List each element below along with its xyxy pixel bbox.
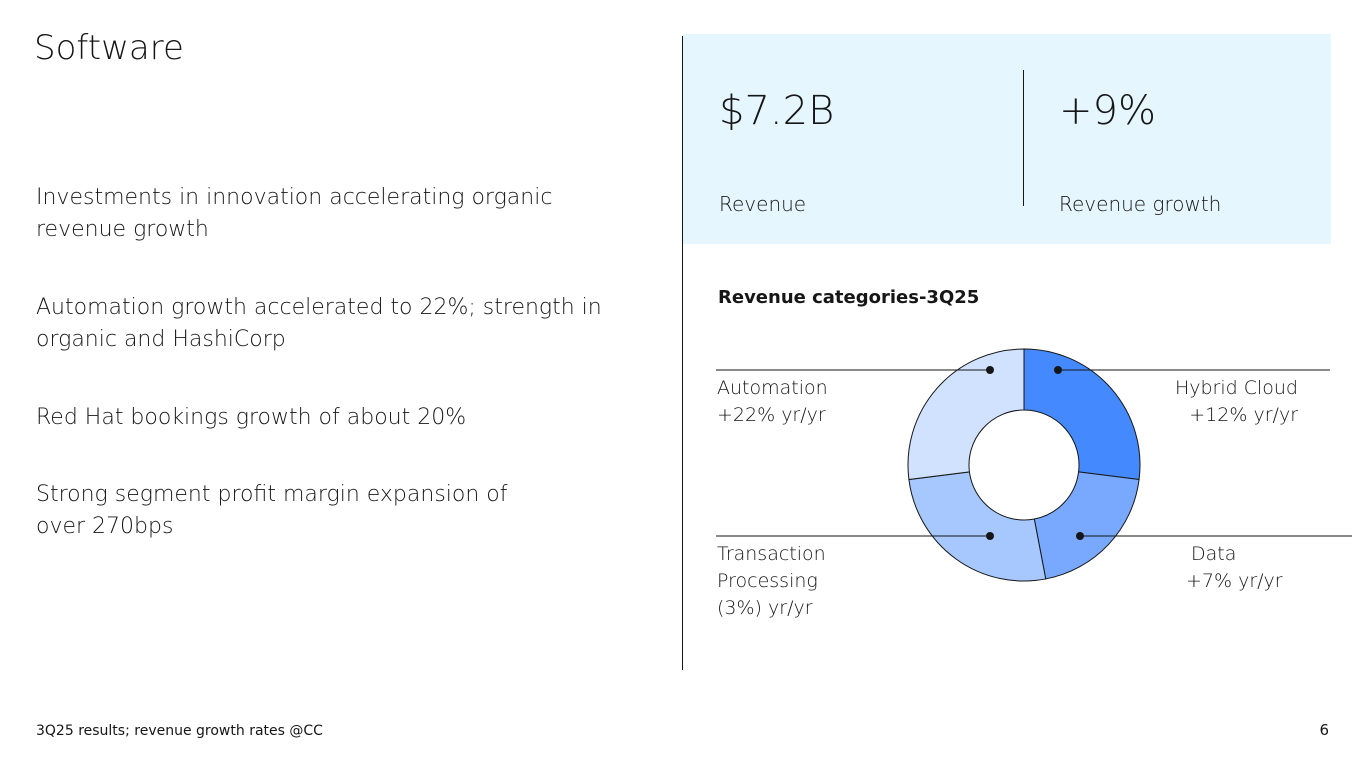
slice-transaction-processing xyxy=(908,471,1047,582)
hybrid-cloud-name: Hybrid Cloud xyxy=(1174,377,1298,399)
data-name: Data xyxy=(1191,543,1237,565)
chart-title: Revenue categories-3Q25 xyxy=(718,287,980,308)
automation-name: Automation xyxy=(717,377,828,399)
kpi-panel: $7.2B Revenue +9% Revenue growth xyxy=(683,34,1331,244)
transaction-name-2: Processing xyxy=(717,570,818,592)
label-automation: Automation +22% yr/yr xyxy=(717,375,828,429)
revenue-value: $7.2B xyxy=(719,88,835,134)
label-hybrid-cloud: Hybrid Cloud +12% yr/yr xyxy=(1163,375,1298,429)
bullet-3: Red Hat bookings growth of about 20% xyxy=(36,405,467,430)
hybrid-cloud-growth: +12% yr/yr xyxy=(1189,404,1298,426)
revenue-label: Revenue xyxy=(719,192,807,216)
kpi-divider xyxy=(1023,70,1024,206)
bullet-1: Investments in innovation accelerating o… xyxy=(36,185,553,242)
label-transaction: Transaction Processing (3%) yr/yr xyxy=(717,541,826,622)
label-data: Data +7% yr/yr xyxy=(1186,541,1283,595)
bullet-2: Automation growth accelerated to 22%; st… xyxy=(36,295,602,352)
divider xyxy=(682,36,683,670)
marker-data xyxy=(1076,532,1084,540)
slice-automation xyxy=(907,348,1025,481)
marker-transaction xyxy=(986,532,994,540)
slice-data xyxy=(1033,471,1140,580)
footnote: 3Q25 results; revenue growth rates @CC xyxy=(36,723,323,739)
slice-hybrid-cloud xyxy=(1023,348,1141,481)
marker-automation xyxy=(986,366,994,374)
automation-growth: +22% yr/yr xyxy=(717,404,826,426)
bullet-4: Strong segment profit margin expansion o… xyxy=(36,482,508,539)
data-growth: +7% yr/yr xyxy=(1186,570,1283,592)
transaction-growth: (3%) yr/yr xyxy=(717,597,813,619)
transaction-name-1: Transaction xyxy=(717,543,826,565)
growth-label: Revenue growth xyxy=(1059,192,1222,216)
growth-value: +9% xyxy=(1059,88,1156,134)
page-number: 6 xyxy=(1319,721,1329,739)
marker-hybrid-cloud xyxy=(1054,366,1062,374)
slide-title: Software xyxy=(34,28,184,68)
